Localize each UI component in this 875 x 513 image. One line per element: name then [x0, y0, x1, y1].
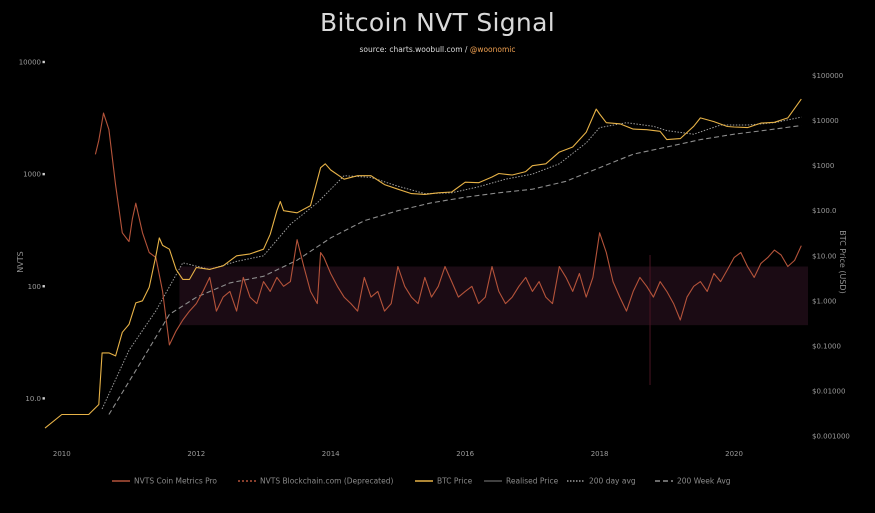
series-200-week-avg: [108, 124, 802, 415]
legend-label: 200 day avg: [589, 477, 636, 486]
subtitle-handle[interactable]: @woonomic: [469, 45, 516, 54]
nvts-band: [179, 266, 808, 326]
chart-subtitle: source: charts.woobull.com / @woonomic: [0, 45, 875, 54]
right-tick-label: $100000: [812, 72, 843, 80]
left-tick-mark: [42, 172, 45, 176]
right-axis-ticks: $0.001000 $0.01000 $0.1000 $1.000 $10.00 $100…: [812, 72, 850, 440]
right-tick-label: $1000: [812, 162, 834, 170]
left-tick-mark: [42, 397, 45, 400]
x-tick-label: 2010: [53, 450, 71, 458]
y-axis-label-left: NVTS: [16, 251, 25, 272]
right-tick-label: $0.01000: [812, 387, 845, 395]
right-tick-label: $10.00: [812, 252, 837, 260]
legend: NVTS Coin Metrics Pro NVTS Blockchain.com…: [112, 477, 731, 486]
y-axis-label-right: BTC Price (USD): [838, 230, 847, 293]
x-tick-label: 2018: [591, 450, 609, 458]
right-tick-label: $0.1000: [812, 342, 841, 350]
legend-label: 200 Week Avg: [677, 477, 731, 486]
chart-title: Bitcoin NVT Signal: [320, 8, 555, 37]
legend-label: Realised Price: [506, 477, 559, 486]
x-axis-ticks: 2010 2012 2014 2016 2018 2020: [53, 450, 743, 458]
left-tick-label: 100: [28, 283, 41, 291]
x-tick-label: 2012: [187, 450, 205, 458]
series-200-day-avg: [101, 116, 802, 410]
left-tick-mark: [42, 60, 45, 64]
legend-label: NVTS Blockchain.com (Deprecated): [260, 477, 393, 486]
left-axis-ticks: 10.0 100 1000 10000: [19, 59, 45, 403]
legend-label: NVTS Coin Metrics Pro: [134, 477, 217, 486]
x-tick-label: 2014: [322, 450, 340, 458]
right-tick-label: $10000: [812, 117, 839, 125]
right-tick-label: $100.0: [812, 207, 837, 215]
series-layer: [44, 98, 802, 429]
left-tick-mark: [42, 285, 45, 288]
left-tick-label: 10.0: [25, 395, 41, 403]
left-tick-label: 1000: [23, 171, 41, 179]
subtitle-source: source: charts.woobull.com /: [359, 45, 470, 54]
x-tick-label: 2016: [456, 450, 474, 458]
legend-label: BTC Price: [437, 477, 473, 486]
nvts-band-layer: [179, 255, 808, 385]
series-btc-price: [44, 98, 802, 429]
series-nvts-coinmetrics: [94, 112, 802, 346]
x-tick-label: 2020: [725, 450, 743, 458]
right-tick-label: $0.001000: [812, 433, 850, 441]
left-tick-label: 10000: [19, 59, 41, 67]
right-tick-label: $1.000: [812, 297, 837, 305]
